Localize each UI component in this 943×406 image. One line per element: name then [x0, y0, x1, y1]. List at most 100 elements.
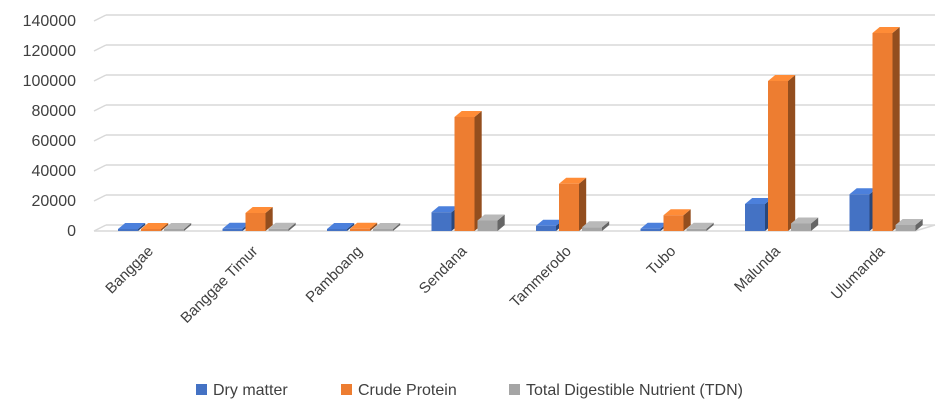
bar-top — [872, 27, 900, 33]
bar-front — [745, 204, 765, 231]
x-category-label: Ulumanda — [828, 242, 889, 303]
legend-item: Crude Protein — [341, 382, 457, 399]
bar-top — [745, 198, 773, 204]
bar-front — [268, 228, 289, 231]
floor-side-edge — [914, 224, 936, 232]
bar-top — [582, 221, 610, 228]
bar-side — [288, 222, 296, 231]
gridlines — [93, 14, 936, 232]
bar-top — [895, 219, 923, 225]
bar-top — [118, 223, 146, 229]
bar-side — [265, 207, 273, 231]
bar-top — [268, 222, 296, 229]
bar-crude-protein-tubo — [663, 209, 691, 231]
bar-front — [768, 81, 788, 231]
x-category-label: Tammerodo — [507, 243, 575, 311]
bar-top — [454, 111, 482, 117]
bar-top — [350, 222, 378, 229]
bar-side — [602, 221, 610, 231]
bar-dry-matter-pamboang — [327, 223, 355, 231]
bar-top — [222, 222, 250, 229]
bar-top — [164, 223, 192, 229]
bar-top — [477, 214, 505, 221]
x-category-label: Banggae — [102, 243, 156, 297]
bar-side — [788, 75, 796, 231]
bar-crude-protein-banggae-timur — [245, 207, 273, 231]
bar-side — [497, 214, 505, 231]
bar-front — [454, 117, 475, 231]
bar-total-digestible-nutrient-tdn-tubo — [686, 222, 714, 231]
bar-side — [474, 111, 482, 231]
bar-total-digestible-nutrient-tdn-sendana — [477, 214, 505, 231]
bar-side — [370, 222, 378, 231]
bar-top — [536, 219, 564, 226]
bar-crude-protein-tammerodo — [559, 177, 587, 231]
bar-front — [350, 228, 370, 231]
y-tick-label: 100000 — [23, 73, 76, 90]
y-tick-label: 60000 — [32, 133, 77, 150]
bar-side — [579, 177, 587, 231]
bar-front — [431, 212, 452, 231]
legend-label: Total Digestible Nutrient (TDN) — [526, 382, 743, 399]
bar-front — [327, 229, 347, 231]
bar-front — [663, 215, 684, 231]
bar-total-digestible-nutrient-tdn-banggae — [164, 223, 192, 231]
bar-front — [118, 229, 138, 231]
bar-side — [347, 223, 355, 231]
bar-side — [161, 223, 169, 231]
bar-dry-matter-banggae — [118, 223, 146, 231]
x-category-label: Tubo — [644, 243, 680, 279]
gridline-side — [93, 134, 107, 142]
y-tick-label: 0 — [67, 223, 76, 240]
bar-top — [640, 222, 668, 229]
y-tick-label: 20000 — [32, 193, 77, 210]
bar-front — [164, 229, 184, 231]
bar-side — [393, 223, 401, 231]
bars — [118, 27, 923, 231]
bar-total-digestible-nutrient-tdn-malunda — [791, 217, 819, 231]
bar-crude-protein-ulumanda — [872, 27, 900, 231]
bar-front — [872, 33, 893, 231]
gridline-side — [93, 14, 107, 22]
bar-front — [895, 225, 916, 231]
gridline-side — [93, 224, 107, 232]
gridline-side — [93, 44, 107, 52]
legend-swatch — [196, 384, 207, 395]
bar-front — [582, 227, 602, 231]
bar-total-digestible-nutrient-tdn-banggae-timur — [268, 222, 296, 231]
x-category-label: Pamboang — [302, 243, 365, 306]
bar-front — [559, 183, 579, 231]
gridline-side — [93, 74, 107, 82]
y-tick-label: 120000 — [23, 43, 76, 60]
bar-crude-protein-sendana — [454, 111, 482, 231]
bar-side — [184, 223, 192, 231]
bar-top — [141, 223, 169, 229]
legend: Dry matter Crude Protein Total Digestible … — [196, 382, 743, 399]
bar-front — [791, 223, 811, 231]
bar-front — [245, 213, 266, 231]
bar-side — [811, 217, 819, 231]
legend-item: Total Digestible Nutrient (TDN) — [509, 382, 743, 399]
bar-total-digestible-nutrient-tdn-tammerodo — [582, 221, 610, 231]
bar-side — [706, 222, 714, 231]
bar-side — [683, 209, 691, 231]
bar-top — [663, 209, 691, 216]
bar-top — [431, 206, 459, 213]
y-tick-label: 140000 — [23, 13, 76, 30]
bar-front — [373, 229, 393, 231]
legend-label: Dry matter — [213, 382, 288, 399]
bar-front — [686, 228, 707, 231]
bar-top — [791, 217, 819, 224]
bar-top — [849, 188, 877, 195]
bar-top — [327, 223, 355, 229]
x-category-label: Banggae Timur — [177, 243, 261, 327]
bar-front — [477, 220, 498, 231]
x-category-label: Malunda — [731, 242, 784, 295]
legend-swatch — [509, 384, 520, 395]
gridline-side — [93, 164, 107, 172]
bar-top — [245, 207, 273, 213]
legend-label: Crude Protein — [358, 382, 457, 399]
legend-item: Dry matter — [196, 382, 288, 399]
